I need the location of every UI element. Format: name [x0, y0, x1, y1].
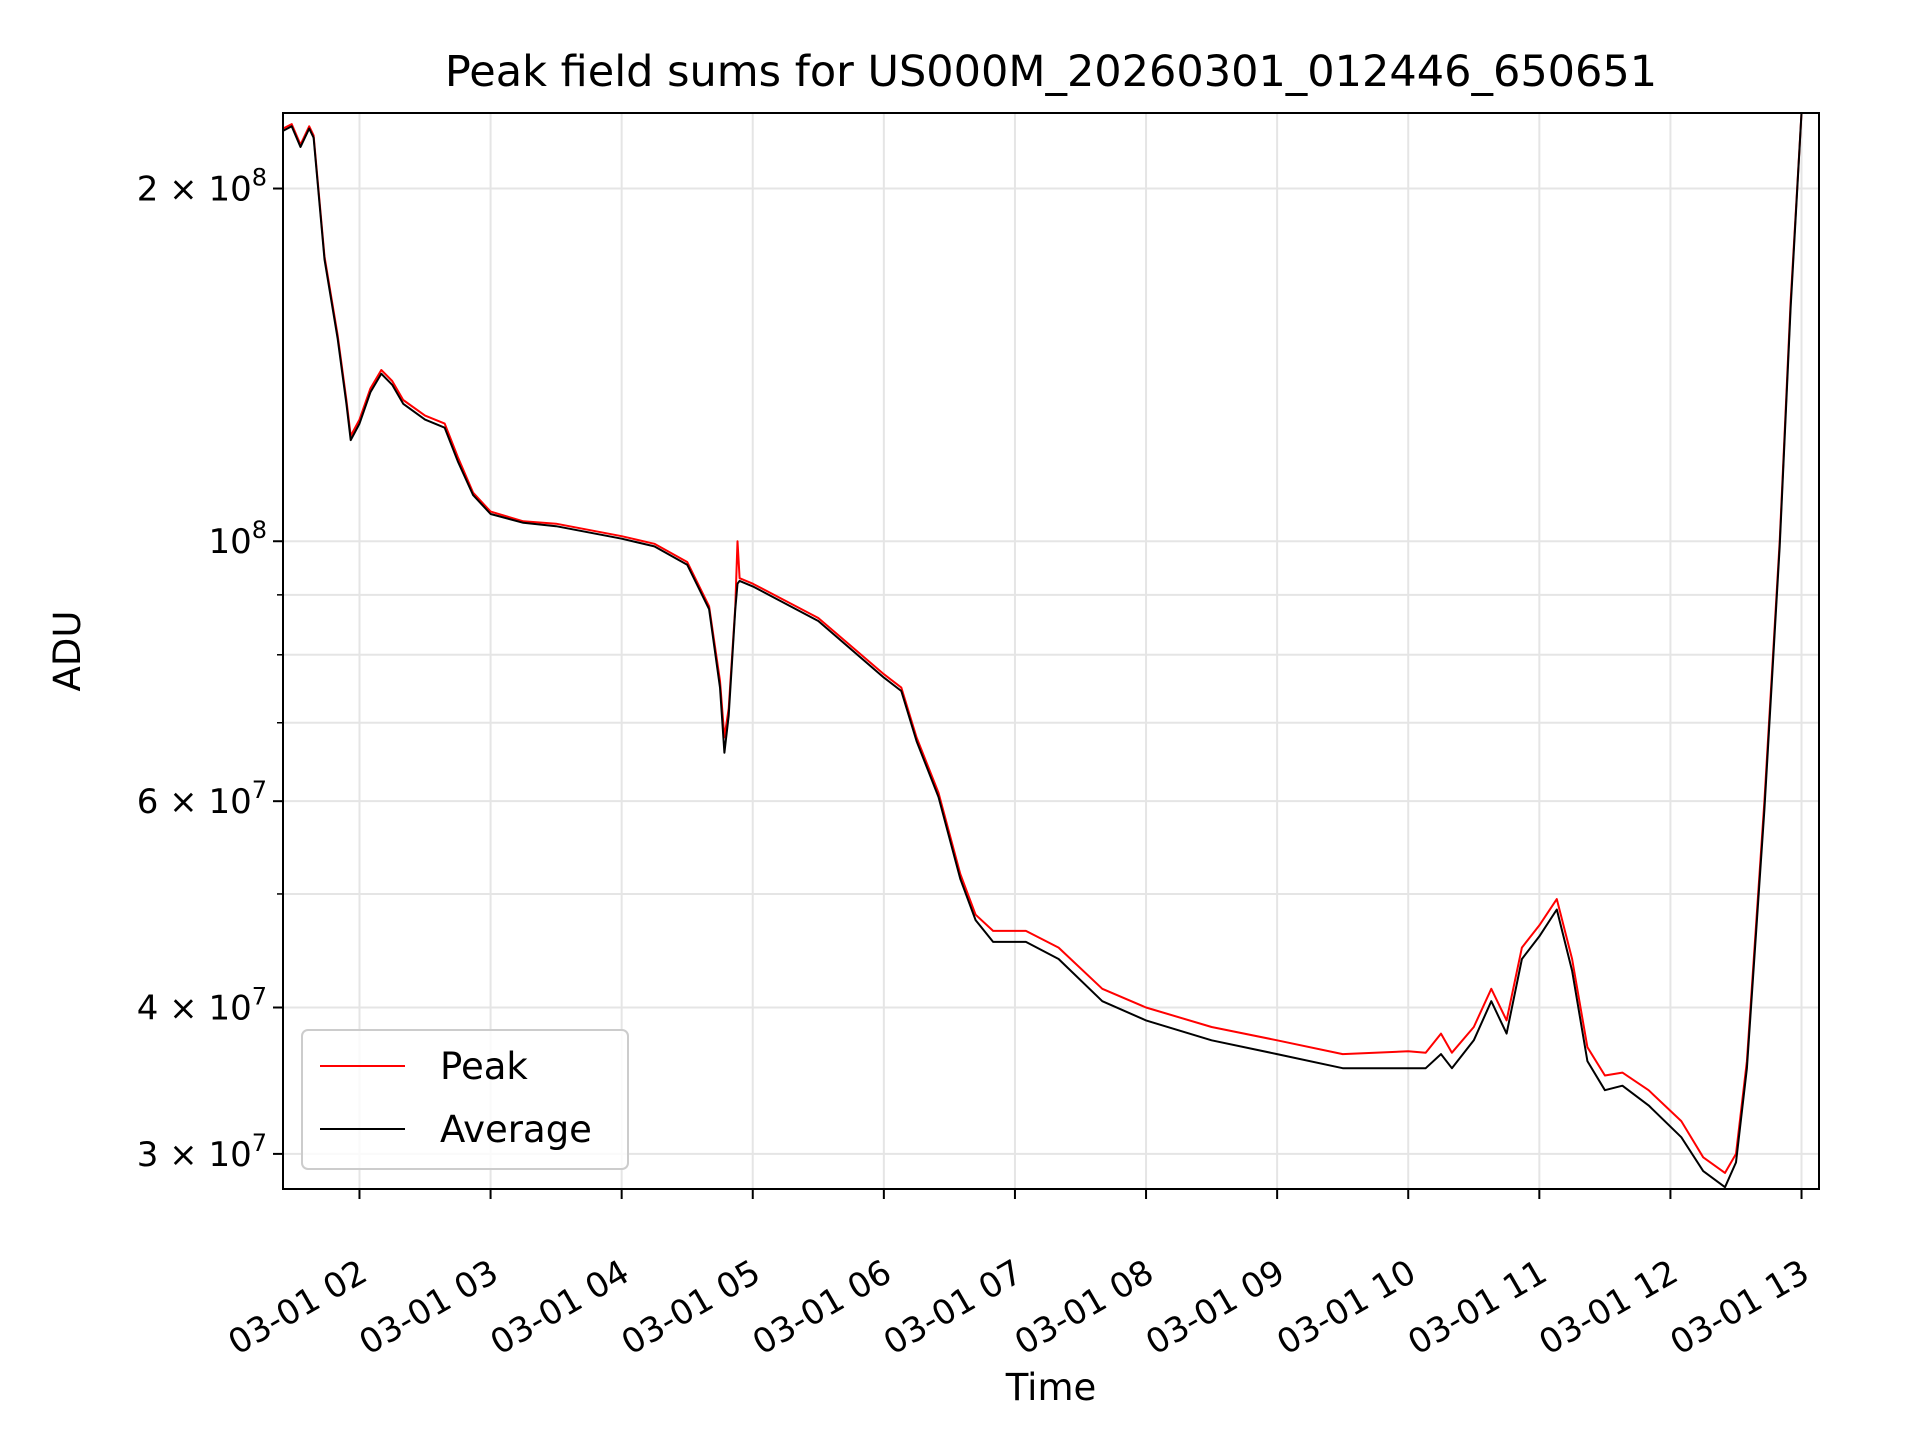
plot-area	[283, 113, 1803, 1189]
y-tick-label: 2 × 108	[137, 164, 267, 210]
grid	[283, 113, 1819, 1189]
x-tick-label: 03-01 13	[1664, 1252, 1816, 1363]
x-axis-label: Time	[1005, 1366, 1097, 1409]
legend: Peak Average	[301, 1029, 629, 1170]
y-axis: 3 × 107 4 × 107 6 × 107 108 2 × 108	[137, 164, 283, 1175]
y-tick-label: 3 × 107	[137, 1129, 267, 1175]
x-tick-label: 03-01 06	[746, 1252, 898, 1363]
x-tick-label: 03-01 08	[1008, 1252, 1160, 1363]
x-tick-label: 03-01 10	[1270, 1252, 1422, 1363]
x-tick-label: 03-01 02	[222, 1252, 374, 1363]
x-tick-label: 03-01 11	[1401, 1252, 1553, 1363]
legend-label-average: Average	[440, 1108, 592, 1151]
y-axis-label: ADU	[46, 611, 89, 692]
x-tick-label: 03-01 09	[1139, 1252, 1291, 1363]
y-tick-label: 6 × 107	[137, 776, 267, 822]
y-tick-label: 108	[208, 516, 267, 562]
y-tick-label: 4 × 107	[137, 983, 267, 1029]
chart-title: Peak field sums for US000M_20260301_0124…	[445, 47, 1657, 97]
x-tick-label: 03-01 03	[353, 1252, 505, 1363]
x-tick-label: 03-01 12	[1533, 1252, 1685, 1363]
series-line-peak	[283, 113, 1803, 1174]
legend-label-peak: Peak	[440, 1045, 528, 1088]
x-tick-label: 03-01 07	[877, 1252, 1029, 1363]
series-line-average	[283, 113, 1803, 1189]
legend-box	[301, 1029, 629, 1170]
axes-frame	[282, 112, 1820, 1190]
x-tick-label: 03-01 04	[484, 1252, 636, 1363]
x-tick-label: 03-01 05	[615, 1252, 767, 1363]
